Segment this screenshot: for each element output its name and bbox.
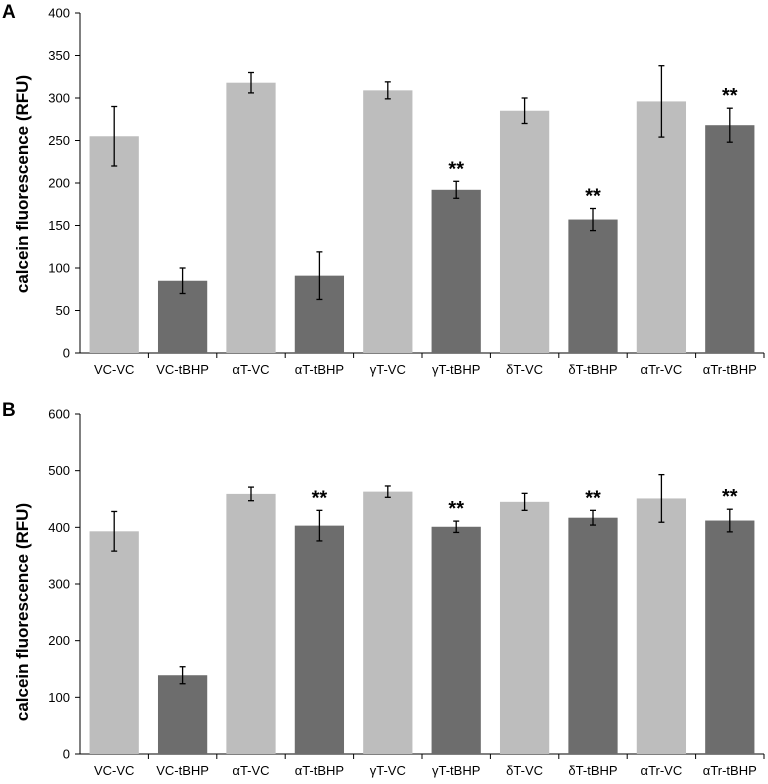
bar: [705, 520, 755, 754]
panel-a-bars: ** ** **: [89, 65, 755, 354]
y-tick-label: 200: [48, 633, 70, 648]
y-tick-label: 50: [56, 303, 70, 318]
y-tick-label: 0: [63, 747, 70, 762]
significance-marker: **: [722, 486, 738, 508]
x-tick-label: γT-tBHP: [432, 763, 480, 778]
y-tick-label: 600: [48, 407, 70, 422]
bar: [294, 525, 345, 754]
bar: [499, 110, 550, 353]
x-tick-label: αT-tBHP: [295, 362, 344, 377]
panel-a-y-axis-label: calcein fluorescence (RFU): [13, 75, 32, 293]
panel-a: A calcein fluorescence (RFU) 0 50 100 150 20…: [2, 2, 765, 377]
y-tick-label: 350: [48, 48, 70, 63]
x-tick-label: δT-VC: [506, 763, 543, 778]
bar: [363, 90, 413, 353]
bar: [636, 498, 687, 754]
bar: [226, 82, 276, 353]
bar: [636, 101, 687, 354]
x-tick-label: αT-VC: [232, 362, 269, 377]
bar: [226, 493, 276, 754]
x-tick-label: αTr-VC: [641, 362, 683, 377]
panel-b-y-axis-label: calcein fluorescence (RFU): [13, 503, 32, 721]
x-tick-label: δT-tBHP: [568, 763, 617, 778]
x-tick-label: γT-tBHP: [432, 362, 480, 377]
panel-b-x-ticks: VC-VC VC-tBHP αT-VC αT-tBHP γT-VC γT-tBHP δT-V…: [94, 754, 765, 778]
panel-a-x-ticks: VC-VC VC-tBHP αT-VC αT-tBHP γT-VC γT-tBHP δT-V…: [94, 353, 765, 377]
significance-marker: **: [585, 186, 601, 208]
bar: [157, 675, 208, 754]
significance-marker: **: [585, 487, 601, 509]
x-tick-label: αT-VC: [232, 763, 269, 778]
x-tick-label: αTr-tBHP: [703, 362, 757, 377]
y-tick-label: 500: [48, 463, 70, 478]
panel-b-label: B: [2, 400, 16, 421]
significance-marker: **: [448, 498, 464, 520]
panel-a-y-ticks: 0 50 100 150 200 250 300 350 400: [48, 6, 764, 361]
x-tick-label: γT-VC: [370, 362, 406, 377]
significance-marker: **: [722, 85, 738, 107]
x-tick-label: VC-VC: [94, 362, 134, 377]
y-tick-label: 100: [48, 261, 70, 276]
y-tick-label: 250: [48, 133, 70, 148]
bar: [705, 125, 755, 353]
x-tick-label: αT-tBHP: [295, 763, 344, 778]
x-tick-label: VC-VC: [94, 763, 134, 778]
panel-b: B calcein fluorescence (RFU) 0 100 200 300 4…: [2, 400, 765, 778]
y-tick-label: 400: [48, 6, 70, 21]
y-tick-label: 300: [48, 577, 70, 592]
bar: [431, 189, 481, 353]
x-tick-label: αTr-VC: [641, 763, 683, 778]
bar: [568, 219, 618, 353]
x-tick-label: VC-tBHP: [156, 362, 209, 377]
x-tick-label: αTr-tBHP: [703, 763, 757, 778]
x-tick-label: γT-VC: [370, 763, 406, 778]
bar: [363, 491, 413, 754]
x-tick-label: δT-VC: [506, 362, 543, 377]
panel-a-label: A: [2, 2, 16, 23]
bar: [568, 517, 618, 754]
y-tick-label: 300: [48, 91, 70, 106]
x-tick-label: VC-tBHP: [156, 763, 209, 778]
y-tick-label: 400: [48, 520, 70, 535]
significance-marker: **: [448, 158, 464, 180]
y-tick-label: 200: [48, 176, 70, 191]
y-tick-label: 100: [48, 690, 70, 705]
panel-b-bars: ** ** ** **: [89, 473, 755, 754]
bar: [499, 501, 550, 754]
y-tick-label: 150: [48, 218, 70, 233]
bar: [89, 136, 139, 353]
significance-marker: **: [312, 487, 328, 509]
x-tick-label: δT-tBHP: [568, 362, 617, 377]
bar: [89, 531, 139, 754]
bar: [431, 526, 481, 754]
y-tick-label: 0: [63, 346, 70, 361]
